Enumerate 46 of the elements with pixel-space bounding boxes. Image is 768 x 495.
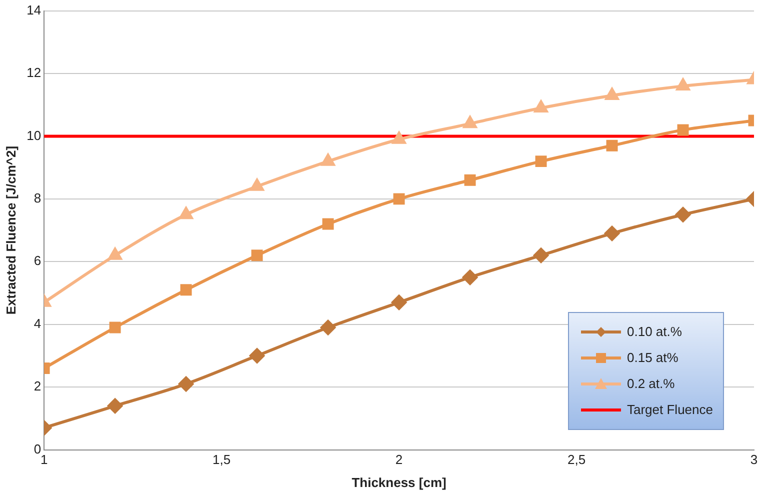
point xyxy=(676,207,691,222)
x-axis-title: Thickness [cm] xyxy=(352,474,446,490)
legend-label: 0.2 at.% xyxy=(627,376,675,392)
point xyxy=(322,218,334,230)
legend-label: 0.15 at% xyxy=(627,350,678,366)
x-tick-label: 1,5 xyxy=(212,452,231,468)
point xyxy=(179,207,193,220)
point xyxy=(463,116,477,128)
point xyxy=(676,78,690,91)
point xyxy=(534,248,549,263)
point xyxy=(178,376,194,392)
y-tick-label: 10 xyxy=(26,128,42,143)
legend-label: Target Fluence xyxy=(627,402,713,418)
legend-label: 0.10 at.% xyxy=(627,324,682,340)
point xyxy=(462,270,478,285)
point xyxy=(605,88,619,100)
point xyxy=(320,320,336,336)
y-axis-title: Extracted Fluence [J/cm^2] xyxy=(3,146,18,315)
point xyxy=(392,294,407,310)
point xyxy=(606,140,618,152)
y-tick-label: 8 xyxy=(34,190,42,206)
point xyxy=(535,156,547,168)
point xyxy=(250,178,264,191)
point xyxy=(108,248,122,260)
x-tick-label: 1 xyxy=(40,452,48,468)
x-tick-label: 3 xyxy=(750,452,758,468)
y-tick-label: 12 xyxy=(26,65,42,80)
y-tick-label: 14 xyxy=(26,2,42,18)
point xyxy=(251,250,263,262)
point xyxy=(534,100,548,113)
point xyxy=(108,398,123,414)
y-tick-label: 6 xyxy=(34,253,42,268)
point xyxy=(109,322,121,334)
y-tick-label: 4 xyxy=(34,316,42,331)
point xyxy=(604,226,620,241)
point xyxy=(392,132,406,144)
point xyxy=(250,348,265,364)
y-tick-label: 0 xyxy=(34,441,42,456)
x-tick-label: 2,5 xyxy=(567,452,586,468)
point xyxy=(464,174,476,186)
point xyxy=(321,154,335,166)
x-tick-label: 2 xyxy=(395,452,403,468)
point xyxy=(677,124,689,136)
y-tick-label: 2 xyxy=(34,378,42,394)
point xyxy=(180,284,192,296)
point xyxy=(393,193,405,205)
